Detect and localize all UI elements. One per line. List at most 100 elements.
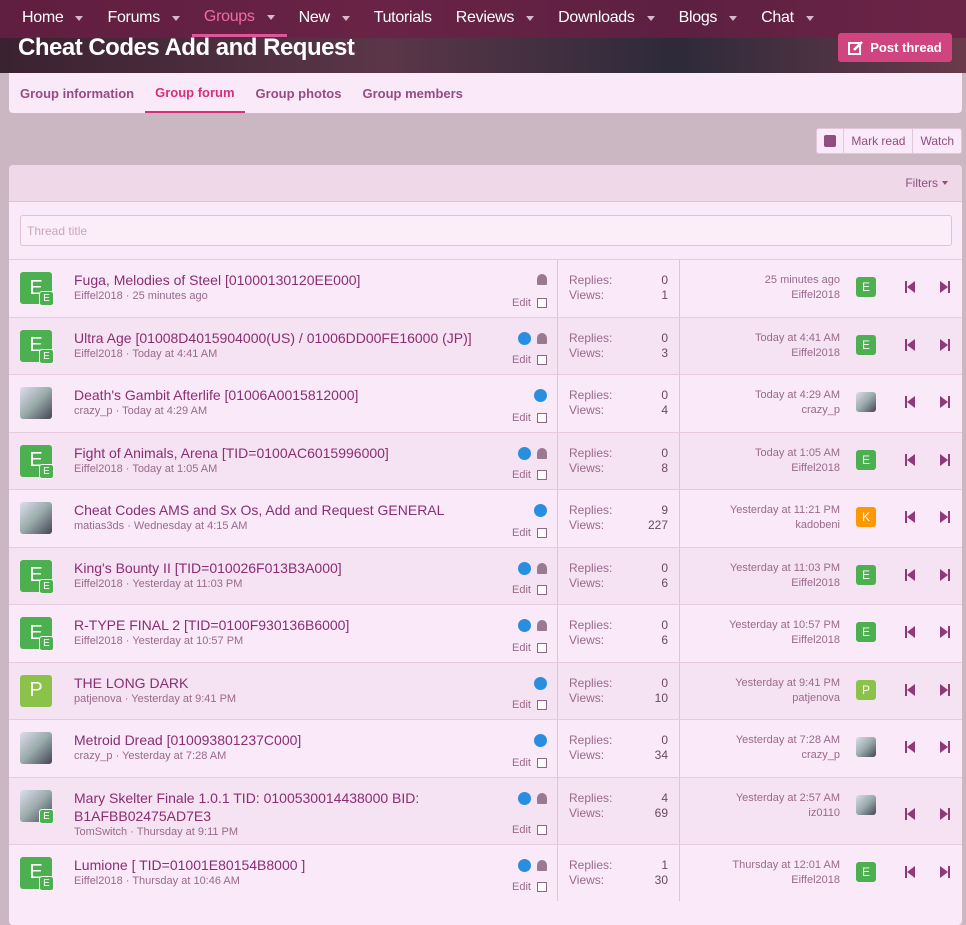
last-user[interactable]: Eiffel2018: [791, 873, 840, 886]
nav-item[interactable]: Groups: [191, 0, 287, 37]
thread-title[interactable]: Fuga, Melodies of Steel [01000130120EE00…: [74, 272, 361, 288]
last-page-button[interactable]: [940, 338, 948, 351]
last-avatar[interactable]: P: [856, 679, 876, 700]
post-thread-button[interactable]: Post thread: [838, 33, 952, 62]
author[interactable]: Eiffel2018: [74, 577, 123, 590]
last-date[interactable]: Yesterday at 2:57 AM: [735, 791, 840, 804]
author[interactable]: matias3ds: [74, 520, 125, 532]
last-page-button[interactable]: [940, 683, 948, 696]
nav-item[interactable]: Reviews: [444, 0, 546, 36]
nav-item[interactable]: Home: [10, 0, 95, 36]
mark-read[interactable]: Mark read: [843, 129, 912, 153]
last-user[interactable]: iz0110: [808, 806, 840, 819]
author[interactable]: Eiffel2018: [74, 290, 123, 302]
edit-link[interactable]: Edit: [512, 296, 531, 309]
last-date[interactable]: Thursday at 12:01 AM: [732, 858, 840, 871]
last-user[interactable]: crazy_p: [801, 404, 840, 416]
last-page-button[interactable]: [940, 281, 948, 293]
edit-link[interactable]: Edit: [512, 526, 531, 539]
last-page-button[interactable]: [940, 741, 948, 753]
dropdown-arrow[interactable]: [646, 15, 655, 21]
filters[interactable]: Filters: [905, 176, 938, 190]
edit-link[interactable]: Edit: [512, 354, 531, 366]
thread-title[interactable]: Metroid Dread [010093801237C000]: [74, 732, 302, 748]
first-page-button[interactable]: [907, 338, 915, 351]
nav-item[interactable]: Chat: [749, 0, 826, 36]
last-page-button[interactable]: [940, 453, 948, 466]
dropdown-arrow[interactable]: [526, 15, 535, 21]
edit-link[interactable]: Edit: [512, 584, 531, 596]
thread-title[interactable]: Fight of Animals, Arena [TID=0100AC60159…: [74, 444, 389, 461]
last-page-button[interactable]: [940, 865, 948, 878]
last-date[interactable]: Yesterday at 7:28 AM: [735, 734, 840, 746]
search-input[interactable]: Thread title: [20, 215, 952, 246]
thread-title[interactable]: R-TYPE FINAL 2 [TID=0100F930136B6000]: [74, 617, 350, 633]
thread-title[interactable]: King's Bounty II [TID=010026F013B3A000]: [74, 559, 342, 576]
select-checkbox[interactable]: [537, 412, 547, 423]
first-page-button[interactable]: [907, 683, 915, 696]
edit-link[interactable]: Edit: [512, 823, 531, 836]
select-checkbox[interactable]: [537, 527, 547, 538]
author[interactable]: Eiffel2018: [74, 462, 123, 475]
last-user[interactable]: Eiffel2018: [791, 289, 840, 301]
last-user[interactable]: Eiffel2018: [791, 634, 840, 646]
last-date[interactable]: Today at 4:41 AM: [755, 331, 840, 344]
last-user[interactable]: Eiffel2018: [791, 346, 840, 359]
thread-title[interactable]: Lumione [ TID=01001E80154B8000 ]: [74, 856, 306, 873]
avatar[interactable]: [20, 502, 52, 534]
author[interactable]: Eiffel2018: [74, 347, 123, 360]
first-page-button[interactable]: [907, 511, 915, 523]
thread-title[interactable]: Cheat Codes AMS and Sx Os, Add and Reque…: [74, 502, 445, 518]
select-checkbox[interactable]: [537, 297, 547, 308]
author[interactable]: crazy_p: [74, 405, 113, 417]
last-user[interactable]: Eiffel2018: [791, 576, 840, 589]
thread-title[interactable]: Death's Gambit Afterlife [01006A00158120…: [74, 387, 359, 403]
tab[interactable]: Group information: [20, 85, 135, 101]
nav-item[interactable]: Downloads: [546, 0, 666, 36]
avatar[interactable]: P: [20, 674, 52, 707]
last-avatar[interactable]: [856, 794, 876, 815]
last-user[interactable]: crazy_p: [801, 749, 840, 761]
edit-link[interactable]: Edit: [512, 756, 531, 769]
dropdown-arrow[interactable]: [171, 15, 180, 21]
select-checkbox[interactable]: [537, 757, 547, 768]
last-date[interactable]: Yesterday at 9:41 PM: [735, 676, 840, 689]
dropdown-arrow[interactable]: [266, 14, 275, 20]
last-user[interactable]: patjenova: [792, 691, 840, 704]
last-avatar[interactable]: [856, 392, 876, 412]
dropdown-arrow[interactable]: [341, 15, 350, 21]
first-page-button[interactable]: [907, 626, 915, 638]
first-page-button[interactable]: [907, 865, 915, 878]
author[interactable]: TomSwitch: [74, 825, 128, 838]
author[interactable]: Eiffel2018: [74, 874, 123, 887]
last-date[interactable]: Yesterday at 10:57 PM: [729, 619, 840, 631]
nav-item[interactable]: New: [287, 0, 362, 36]
tab[interactable]: Group forum: [145, 73, 245, 113]
avatar[interactable]: [20, 732, 52, 764]
edit-link[interactable]: Edit: [512, 699, 531, 711]
last-date[interactable]: 25 minutes ago: [764, 274, 840, 286]
avatar[interactable]: [20, 387, 52, 419]
last-page-button[interactable]: [940, 626, 948, 638]
edit-link[interactable]: Edit: [512, 411, 531, 424]
first-page-button[interactable]: [907, 396, 915, 408]
last-user[interactable]: kadobeni: [795, 519, 840, 531]
last-page-button[interactable]: [940, 568, 948, 581]
last-avatar[interactable]: E: [856, 622, 876, 642]
thread-title[interactable]: Ultra Age [01008D4015904000(US) / 01006D…: [74, 329, 472, 346]
first-page-button[interactable]: [907, 453, 915, 466]
edit-link[interactable]: Edit: [512, 641, 531, 654]
select-checkbox[interactable]: [537, 700, 547, 710]
nav-item[interactable]: Forums: [95, 0, 191, 36]
last-avatar[interactable]: E: [856, 334, 876, 355]
thread-title[interactable]: THE LONG DARK: [74, 674, 189, 691]
nav-item[interactable]: Tutorials: [362, 0, 444, 36]
last-avatar[interactable]: K: [856, 507, 876, 527]
edit-link[interactable]: Edit: [512, 469, 531, 481]
last-date[interactable]: Today at 4:29 AM: [755, 389, 840, 401]
first-page-button[interactable]: [907, 568, 915, 581]
watch[interactable]: Watch: [912, 129, 961, 153]
last-user[interactable]: Eiffel2018: [791, 461, 840, 474]
last-avatar[interactable]: [856, 737, 876, 757]
dropdown-arrow[interactable]: [75, 15, 84, 21]
